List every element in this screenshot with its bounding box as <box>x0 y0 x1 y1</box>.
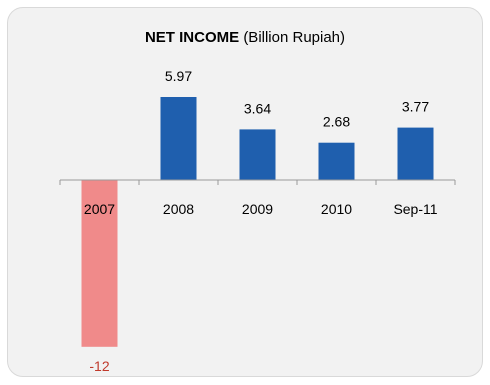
data-label: 3.64 <box>244 100 271 116</box>
data-label: 2.68 <box>323 114 350 130</box>
x-tick-label: 2009 <box>242 201 273 217</box>
x-tick-label: Sep-11 <box>393 201 437 217</box>
chart-title: NET INCOME (Billion Rupiah) <box>0 29 490 46</box>
data-label: -12 <box>89 358 109 374</box>
bar-2010 <box>318 142 355 180</box>
chart-title-main: NET INCOME <box>144 29 240 46</box>
data-label: 3.77 <box>402 99 429 115</box>
bar-2007 <box>81 180 118 347</box>
bar-sep-11 <box>397 127 434 180</box>
bar-2009 <box>239 129 276 180</box>
bar-2008 <box>160 97 197 180</box>
chart-title-unit: (Billion Rupiah) <box>243 29 346 46</box>
x-tick-label: 2010 <box>321 201 352 217</box>
data-label: 5.97 <box>165 68 192 84</box>
x-tick-label: 2007 <box>84 201 115 217</box>
x-tick-label: 2008 <box>163 201 194 217</box>
